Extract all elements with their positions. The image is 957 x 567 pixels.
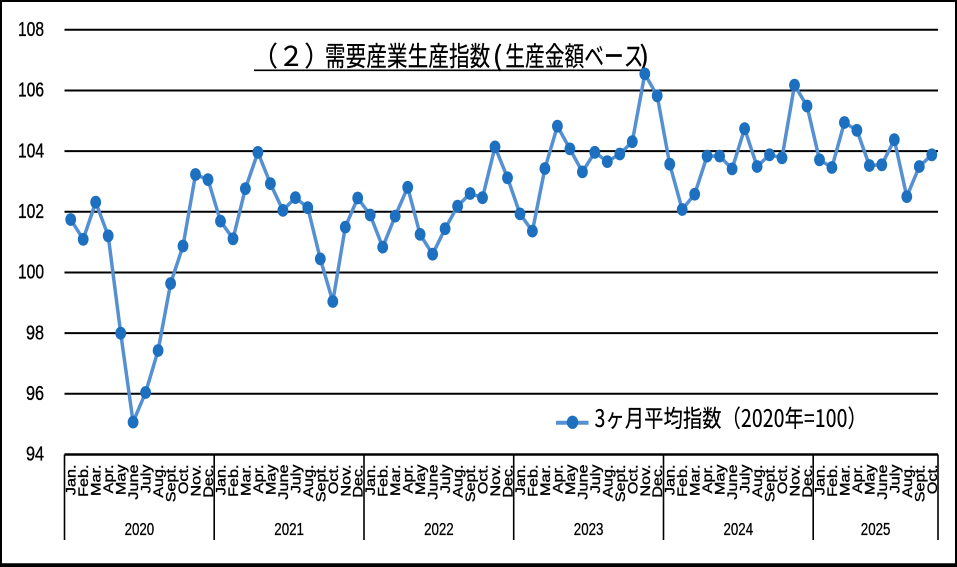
- svg-text:Dec.: Dec.: [650, 465, 666, 498]
- svg-text:Mar.: Mar.: [238, 465, 254, 497]
- svg-text:Nov.: Nov.: [638, 465, 654, 497]
- svg-text:July: July: [288, 464, 304, 493]
- svg-text:Dec.: Dec.: [800, 465, 816, 498]
- svg-text:May: May: [712, 464, 728, 495]
- svg-text:Aug.: Aug.: [151, 465, 167, 498]
- svg-text:2021: 2021: [274, 519, 304, 539]
- svg-text:Sept.: Sept.: [613, 465, 629, 503]
- svg-text:Nov.: Nov.: [188, 465, 204, 497]
- svg-text:Oct.: Oct.: [176, 465, 192, 495]
- svg-text:Apr.: Apr.: [401, 465, 417, 494]
- svg-text:June: June: [276, 465, 292, 500]
- svg-text:Nov.: Nov.: [338, 465, 354, 497]
- svg-text:Sept.: Sept.: [163, 465, 179, 503]
- svg-text:Apr.: Apr.: [850, 465, 866, 494]
- svg-text:Aug.: Aug.: [600, 465, 616, 498]
- svg-text:100: 100: [18, 262, 44, 284]
- svg-text:July: July: [588, 464, 604, 493]
- svg-text:Oct.: Oct.: [775, 465, 791, 495]
- svg-text:Sept.: Sept.: [463, 465, 479, 503]
- svg-text:Feb.: Feb.: [825, 465, 841, 497]
- svg-text:Apr.: Apr.: [700, 465, 716, 494]
- svg-text:108: 108: [18, 19, 44, 41]
- svg-text:98: 98: [26, 322, 44, 344]
- svg-text:Aug.: Aug.: [750, 465, 766, 498]
- svg-text:Oct.: Oct.: [475, 465, 491, 495]
- svg-text:Apr.: Apr.: [550, 465, 566, 494]
- svg-text:96: 96: [26, 383, 44, 405]
- svg-text:July: July: [438, 464, 454, 493]
- svg-text:May: May: [413, 464, 429, 495]
- svg-text:Dec.: Dec.: [351, 465, 367, 498]
- svg-text:Dec.: Dec.: [201, 465, 217, 498]
- svg-text:Apr.: Apr.: [251, 465, 267, 494]
- svg-text:2020: 2020: [125, 519, 155, 539]
- svg-text:Nov.: Nov.: [787, 465, 803, 497]
- svg-text:Nov.: Nov.: [488, 465, 504, 497]
- svg-text:Sept.: Sept.: [912, 465, 928, 503]
- svg-text:104: 104: [18, 140, 44, 162]
- svg-text:July: July: [737, 464, 753, 493]
- svg-text:Feb.: Feb.: [675, 465, 691, 497]
- svg-text:102: 102: [18, 201, 44, 223]
- svg-text:Aug.: Aug.: [900, 465, 916, 498]
- svg-text:Mar.: Mar.: [538, 465, 554, 497]
- svg-text:Jan.: Jan.: [812, 465, 828, 496]
- svg-text:Jan.: Jan.: [513, 465, 529, 496]
- svg-text:Feb.: Feb.: [525, 465, 541, 497]
- svg-text:Jan.: Jan.: [363, 465, 379, 496]
- svg-text:Oct.: Oct.: [326, 465, 342, 495]
- svg-text:June: June: [126, 465, 142, 500]
- svg-text:July: July: [138, 464, 154, 493]
- svg-text:Feb.: Feb.: [76, 465, 92, 497]
- svg-text:2022: 2022: [424, 519, 454, 539]
- svg-text:Jan.: Jan.: [663, 465, 679, 496]
- svg-text:Mar.: Mar.: [837, 465, 853, 497]
- svg-text:June: June: [425, 465, 441, 500]
- svg-text:June: June: [875, 465, 891, 500]
- svg-text:May: May: [263, 464, 279, 495]
- svg-text:Feb.: Feb.: [226, 465, 242, 497]
- svg-text:Oct.: Oct.: [625, 465, 641, 495]
- svg-text:2025: 2025: [861, 519, 891, 539]
- svg-text:Aug.: Aug.: [301, 465, 317, 498]
- svg-text:Jan.: Jan.: [213, 465, 229, 496]
- svg-text:Mar.: Mar.: [388, 465, 404, 497]
- svg-text:Dec.: Dec.: [500, 465, 516, 498]
- svg-text:May: May: [114, 464, 130, 495]
- svg-text:Feb.: Feb.: [376, 465, 392, 497]
- svg-text:June: June: [725, 465, 741, 500]
- svg-text:Jan.: Jan.: [64, 465, 80, 496]
- svg-text:Apr.: Apr.: [101, 465, 117, 494]
- svg-text:June: June: [575, 465, 591, 500]
- svg-text:Sept.: Sept.: [313, 465, 329, 503]
- svg-text:Mar.: Mar.: [688, 465, 704, 497]
- svg-text:Sept.: Sept.: [762, 465, 778, 503]
- svg-text:May: May: [862, 464, 878, 495]
- svg-text:106: 106: [18, 80, 44, 102]
- svg-text:May: May: [563, 464, 579, 495]
- svg-text:Oct.: Oct.: [925, 465, 941, 495]
- svg-text:94: 94: [26, 444, 44, 466]
- svg-text:Mar.: Mar.: [89, 465, 105, 497]
- svg-text:2023: 2023: [574, 519, 604, 539]
- svg-text:2024: 2024: [724, 519, 754, 539]
- svg-text:July: July: [887, 464, 903, 493]
- svg-text:Aug.: Aug.: [450, 465, 466, 498]
